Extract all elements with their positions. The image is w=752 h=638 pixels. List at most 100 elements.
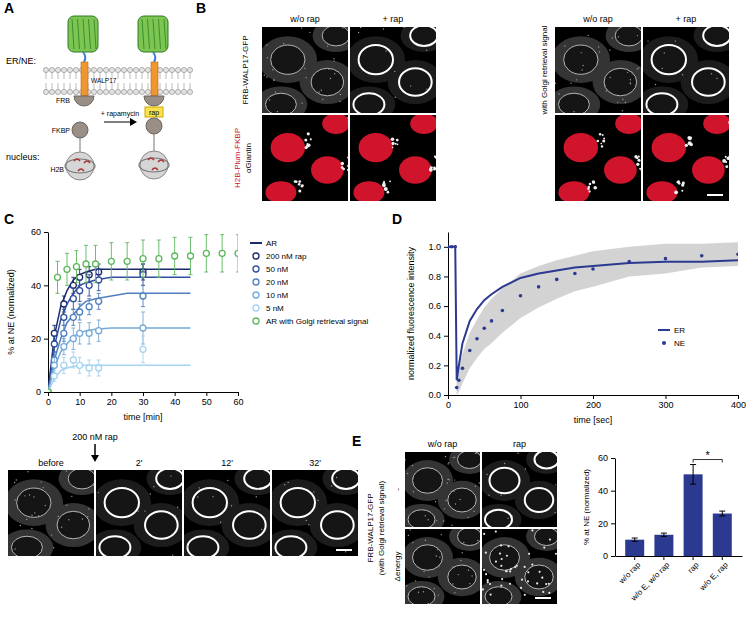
error-bar <box>65 253 69 285</box>
speck <box>662 68 663 69</box>
axis-line <box>48 233 49 393</box>
nuclear-envelope <box>68 470 94 489</box>
bar <box>713 514 732 556</box>
fit-line <box>48 277 191 392</box>
speck <box>647 40 648 41</box>
golgi-speck <box>347 165 348 167</box>
golgi-speck <box>347 169 348 171</box>
lipid-tail <box>112 83 113 90</box>
speck <box>395 97 396 98</box>
lipid-head <box>181 67 186 72</box>
arrow <box>94 444 96 455</box>
histone-helix <box>74 159 80 161</box>
golgi-speck <box>677 181 679 183</box>
bar <box>654 535 673 556</box>
tick-label: 0.4 <box>428 331 441 341</box>
point <box>86 304 92 310</box>
cell-body <box>593 60 641 104</box>
nucleosome <box>140 151 168 179</box>
nuclear-envelope <box>321 511 354 539</box>
golgi-speck <box>307 143 311 147</box>
nuclear-envelope <box>105 488 139 517</box>
point <box>736 252 738 256</box>
chart: w/o rapw/o E, w/o raprapw/o E, rap020406… <box>582 449 743 604</box>
lipid-tail <box>142 72 143 79</box>
speck <box>405 459 406 460</box>
golgi-speck <box>636 163 639 166</box>
speck <box>564 45 565 46</box>
speck <box>29 494 30 495</box>
legend-label: AR with Golgi retrieval signal <box>266 317 368 326</box>
point <box>501 309 505 313</box>
error-bar <box>71 352 75 368</box>
tick-mark <box>444 336 448 337</box>
tick-label: 20 <box>598 519 608 529</box>
gfp-barrel <box>138 16 168 52</box>
speck <box>280 46 281 47</box>
dna-wrap <box>139 158 169 172</box>
lipid-tail <box>70 72 71 79</box>
speck <box>630 82 631 83</box>
gfp-strand <box>159 19 161 49</box>
point <box>664 257 668 261</box>
cell-body <box>401 27 436 52</box>
nucleus <box>271 133 305 162</box>
lipid-tail <box>52 83 53 90</box>
speck <box>525 468 526 469</box>
speck <box>256 496 257 497</box>
cell-body <box>313 27 348 52</box>
cell-body <box>388 60 436 104</box>
tick-mark <box>634 556 635 560</box>
nucleus <box>615 115 641 134</box>
lipid-head <box>97 89 102 94</box>
error-bar <box>71 328 75 349</box>
tick-mark <box>44 232 48 233</box>
micrograph <box>643 115 729 201</box>
speck <box>40 481 41 482</box>
error-bar <box>52 336 56 352</box>
nucleus <box>652 133 686 162</box>
legend-label: AR <box>266 239 277 248</box>
compartment-label: ER/NE: <box>6 56 36 66</box>
lipid-tail <box>124 83 125 90</box>
error-bar <box>97 320 101 341</box>
nuclear-envelope <box>353 93 384 113</box>
nuclear-envelope <box>275 536 306 556</box>
nuclear-envelope <box>271 45 305 74</box>
lipid-head <box>67 67 72 72</box>
speck <box>327 45 328 46</box>
speck <box>127 552 128 553</box>
frame-label: before <box>38 458 64 468</box>
golgi-speck <box>304 138 307 141</box>
speck <box>334 73 335 74</box>
error-bar <box>97 293 101 309</box>
lipid-tail <box>148 83 149 90</box>
cell-body <box>405 504 444 527</box>
speck <box>426 49 427 50</box>
error-bar <box>56 261 60 293</box>
speck <box>306 520 307 521</box>
speck <box>637 35 638 36</box>
golgi-speck <box>389 180 391 182</box>
point <box>455 386 459 390</box>
speck <box>485 573 487 575</box>
golgi-speck <box>397 143 399 145</box>
schematic: ER/NE:nucleus:rap+ rapamycinWALP17FRBFKB… <box>6 16 193 180</box>
point <box>48 389 51 392</box>
speck <box>506 570 508 572</box>
speck <box>436 555 437 556</box>
tick-label: 0 <box>603 551 608 561</box>
point <box>77 288 83 294</box>
micrograph <box>272 470 358 556</box>
speck <box>385 50 386 51</box>
lipid-head <box>133 67 138 72</box>
speck <box>273 79 274 80</box>
point <box>64 266 70 272</box>
speck <box>711 73 712 74</box>
linker <box>153 52 155 62</box>
speck <box>588 35 589 36</box>
speck <box>549 538 551 540</box>
nucleus <box>399 156 432 184</box>
golgi-speck <box>641 168 642 172</box>
golgi-speck <box>392 143 394 145</box>
